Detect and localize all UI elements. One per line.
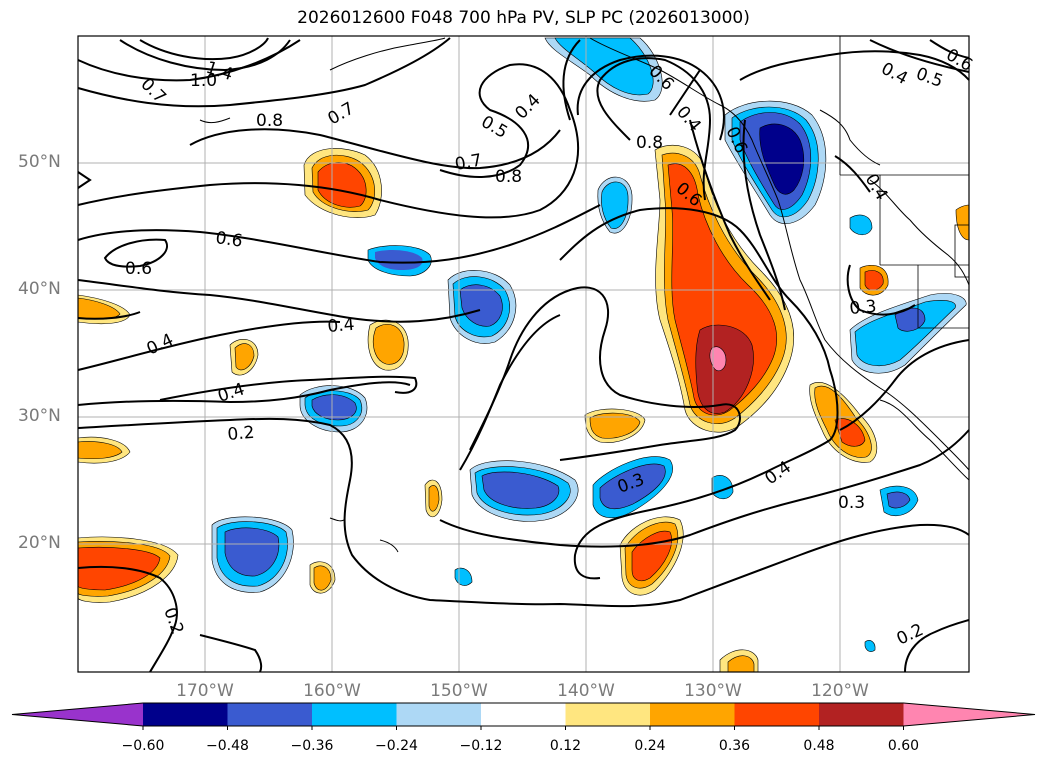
colorbar-tick-label: 0.60 (887, 738, 920, 754)
pv-anomaly-fills (77, 37, 970, 673)
contour-label: 0.7 (453, 151, 483, 175)
colorbar-extend-high (903, 703, 1035, 726)
colorbar-segment (227, 703, 312, 726)
lat-label-30n: 30°N (18, 406, 61, 426)
colorbar-tick-label: −0.48 (206, 738, 249, 754)
lon-label-150w: 150°W (430, 681, 488, 701)
colorbar-tick-label: 0.48 (803, 738, 835, 754)
pv-contours (77, 37, 970, 673)
borders (839, 36, 970, 329)
colorbar-segment (565, 703, 650, 726)
map-title: 2026012600 F048 700 hPa PV, SLP PC (2026… (297, 8, 750, 28)
colorbar-tick-label: 0.12 (549, 738, 582, 754)
colorbar-segment (734, 703, 819, 726)
lat-label-50n: 50°N (18, 152, 61, 172)
contour-label: 0.3 (849, 297, 878, 319)
colorbar (11, 702, 1036, 730)
lat-label-20n: 20°N (18, 533, 61, 553)
lat-label-40n: 40°N (18, 279, 61, 299)
colorbar-segment (143, 703, 228, 726)
lon-label-140w: 140°W (557, 681, 615, 701)
colorbar-segment (312, 703, 397, 726)
colorbar-tick-label: −0.12 (459, 738, 503, 754)
lon-label-130w: 130°W (684, 681, 742, 701)
colorbar-tick-label: 0.36 (718, 738, 751, 754)
contour-label: 1.0 (190, 71, 217, 91)
contour-label: 0.8 (636, 133, 663, 153)
colorbar-segment (481, 703, 566, 726)
colorbar-tick-label: 0.24 (634, 738, 666, 754)
colorbar-tick-label: −0.60 (121, 738, 165, 754)
contour-label: 0.6 (125, 259, 152, 279)
colorbar-segment (396, 703, 481, 726)
gridlines (78, 36, 969, 672)
contour-label: 0.2 (227, 423, 256, 445)
colorbar-tick-label: −0.24 (375, 738, 418, 754)
colorbar-tick-label: −0.36 (290, 738, 334, 754)
contour-label: 0.6 (214, 228, 244, 252)
contour-label: 0.8 (495, 167, 522, 187)
colorbar-extend-low (12, 703, 143, 726)
map-frame (77, 35, 970, 673)
lon-label-170w: 170°W (176, 681, 234, 701)
contour-label: 0.8 (256, 111, 283, 131)
colorbar-segment (819, 703, 904, 726)
colorbar-segment (650, 703, 735, 726)
contour-label: 0.3 (838, 493, 865, 513)
contour-label: 0.4 (327, 315, 356, 337)
lon-label-120w: 120°W (811, 681, 869, 701)
lon-label-160w: 160°W (303, 681, 361, 701)
